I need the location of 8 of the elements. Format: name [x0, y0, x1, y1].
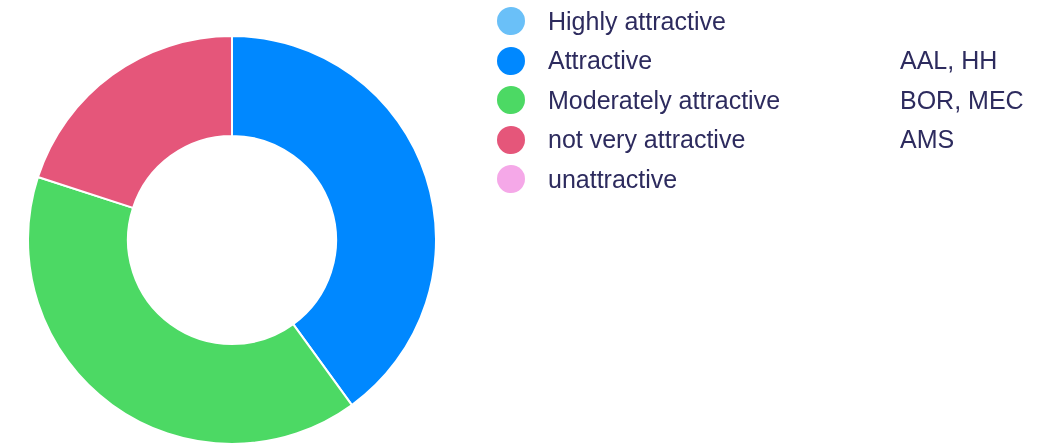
- text: AMS: [900, 124, 955, 155]
- legend-label: Moderately attractive: [548, 85, 781, 115]
- legend-label: unattractive: [548, 164, 678, 194]
- legend-label: Highly attractive: [548, 6, 726, 36]
- legend-label: not very attractive: [548, 125, 746, 154]
- text: AAL, HH: [900, 45, 998, 76]
- legend-label: Attractive: [548, 46, 653, 75]
- text: BOR, MEC: [900, 84, 1024, 116]
